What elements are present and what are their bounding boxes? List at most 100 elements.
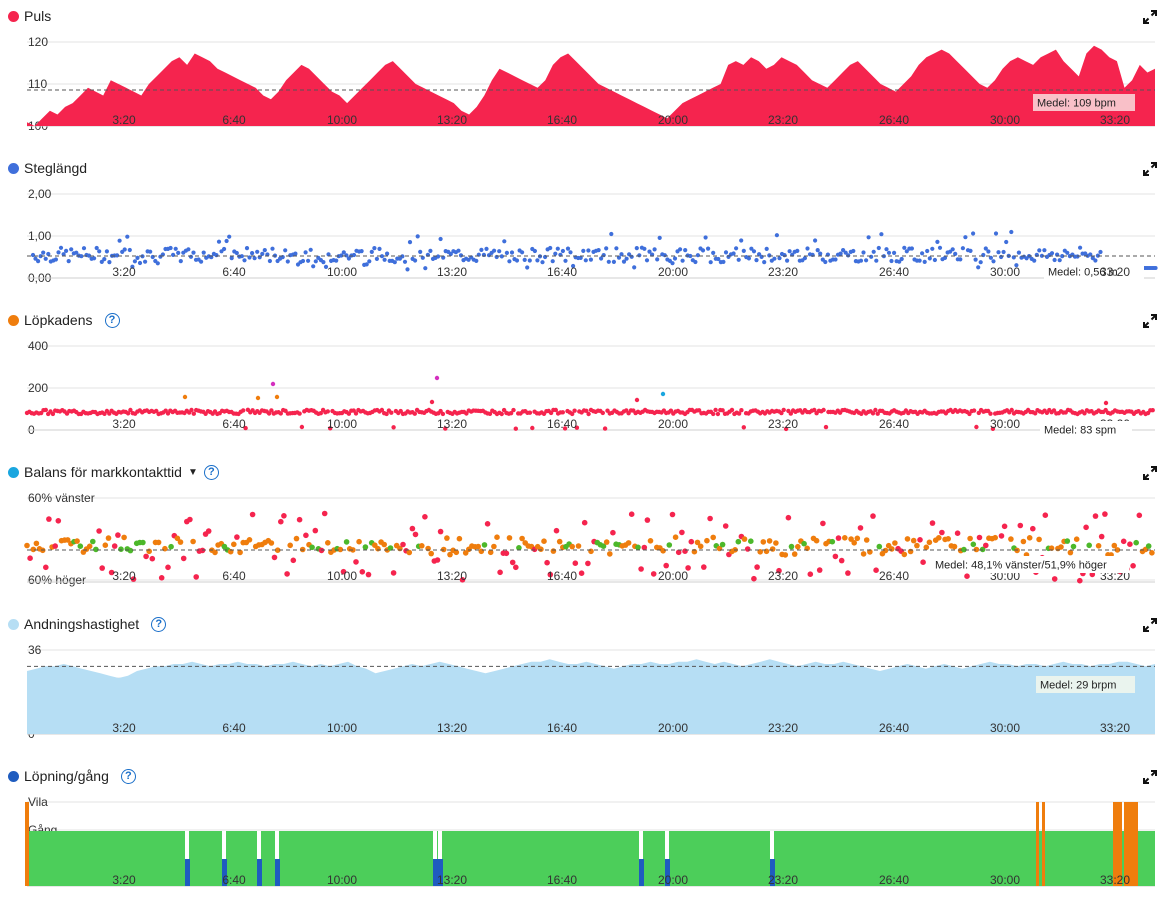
data-point bbox=[832, 553, 839, 560]
data-point bbox=[1030, 525, 1036, 532]
data-point bbox=[456, 535, 463, 542]
data-point bbox=[412, 531, 419, 538]
data-point bbox=[1051, 408, 1057, 413]
andning-area bbox=[27, 659, 1155, 734]
data-point bbox=[1060, 254, 1065, 259]
data-point bbox=[741, 536, 748, 542]
data-point bbox=[274, 394, 280, 400]
data-point bbox=[168, 543, 174, 550]
expand-icon[interactable] bbox=[1143, 314, 1157, 328]
data-point bbox=[447, 551, 453, 558]
data-point bbox=[346, 411, 352, 416]
data-point bbox=[1145, 543, 1152, 549]
data-point bbox=[189, 407, 194, 413]
data-point bbox=[339, 253, 344, 258]
help-icon[interactable]: ? bbox=[203, 464, 219, 480]
data-point bbox=[621, 259, 627, 264]
data-point bbox=[1086, 542, 1092, 549]
data-point bbox=[343, 539, 350, 545]
data-point bbox=[696, 408, 702, 413]
data-point bbox=[519, 535, 525, 542]
data-point bbox=[406, 549, 413, 556]
data-point bbox=[892, 250, 897, 255]
data-point bbox=[970, 541, 977, 548]
data-point bbox=[876, 543, 883, 550]
data-point bbox=[600, 410, 605, 416]
data-point bbox=[56, 250, 61, 255]
help-icon[interactable]: ? bbox=[151, 616, 167, 632]
caret-down-icon[interactable]: ▼ bbox=[187, 466, 198, 478]
x-tick-label: 13:20 bbox=[437, 113, 467, 127]
expand-icon[interactable] bbox=[1143, 10, 1157, 24]
data-point bbox=[1057, 258, 1062, 263]
data-point bbox=[930, 246, 935, 251]
data-point bbox=[550, 548, 557, 554]
data-point bbox=[92, 256, 97, 261]
data-point bbox=[652, 247, 657, 252]
data-point bbox=[27, 555, 33, 561]
expand-icon[interactable] bbox=[1143, 770, 1157, 784]
data-point bbox=[375, 545, 381, 552]
data-point bbox=[920, 251, 925, 256]
data-point bbox=[993, 231, 999, 236]
data-point bbox=[838, 251, 843, 256]
data-point bbox=[820, 520, 826, 527]
data-point bbox=[722, 523, 729, 529]
data-point bbox=[769, 546, 776, 552]
data-point bbox=[190, 538, 196, 545]
x-tick-label: 3:20 bbox=[112, 569, 136, 583]
data-point bbox=[222, 246, 227, 252]
expand-icon[interactable] bbox=[1143, 618, 1157, 632]
data-point bbox=[706, 246, 711, 251]
expand-icon[interactable] bbox=[1143, 466, 1157, 480]
data-point bbox=[910, 537, 917, 544]
mean-label: Medel: 83 spm bbox=[1044, 425, 1116, 437]
data-point bbox=[43, 564, 49, 571]
data-point bbox=[635, 544, 641, 551]
steglangd-chart: 2,001,000,00 3:20 6:40 10:00 13:20 16:40 20:00… bbox=[27, 187, 1158, 285]
data-point bbox=[1042, 512, 1049, 518]
x-tick-label: 16:40 bbox=[547, 569, 577, 583]
data-point bbox=[547, 571, 554, 578]
data-point bbox=[102, 542, 109, 548]
data-point bbox=[281, 513, 287, 519]
data-point bbox=[889, 258, 894, 264]
data-point bbox=[901, 551, 908, 558]
help-icon[interactable]: ? bbox=[104, 312, 120, 328]
data-point bbox=[108, 569, 115, 576]
data-point bbox=[1052, 257, 1057, 263]
help-icon[interactable]: ? bbox=[120, 768, 136, 784]
data-point bbox=[897, 259, 902, 264]
data-point bbox=[1150, 408, 1155, 413]
data-point bbox=[920, 559, 926, 565]
data-point bbox=[568, 250, 573, 255]
data-point bbox=[391, 425, 396, 430]
data-point bbox=[530, 425, 535, 431]
data-point bbox=[484, 521, 491, 527]
data-point bbox=[94, 245, 99, 251]
data-point bbox=[479, 247, 484, 252]
data-point bbox=[148, 249, 153, 254]
data-point bbox=[191, 250, 196, 255]
data-point bbox=[271, 554, 278, 561]
data-point bbox=[628, 511, 635, 517]
data-point bbox=[268, 540, 275, 546]
andning-chart: 36241203:206:4010:0013:2016:4020:0023:20… bbox=[27, 643, 1155, 741]
expand-icon[interactable] bbox=[1143, 162, 1157, 176]
data-point bbox=[838, 557, 845, 564]
run-segment bbox=[275, 859, 280, 886]
data-point bbox=[609, 231, 614, 237]
data-point bbox=[325, 540, 331, 546]
data-point bbox=[155, 261, 160, 266]
data-point bbox=[127, 247, 132, 253]
x-tick-label: 13:20 bbox=[437, 721, 467, 735]
x-tick-label: 30:00 bbox=[990, 721, 1020, 735]
data-point bbox=[823, 259, 828, 265]
data-point bbox=[428, 550, 435, 557]
data-point bbox=[227, 234, 232, 239]
data-point bbox=[821, 407, 826, 413]
mean-label-box bbox=[1033, 94, 1135, 111]
data-point bbox=[875, 411, 880, 416]
data-point bbox=[555, 246, 560, 251]
data-point bbox=[788, 543, 795, 550]
